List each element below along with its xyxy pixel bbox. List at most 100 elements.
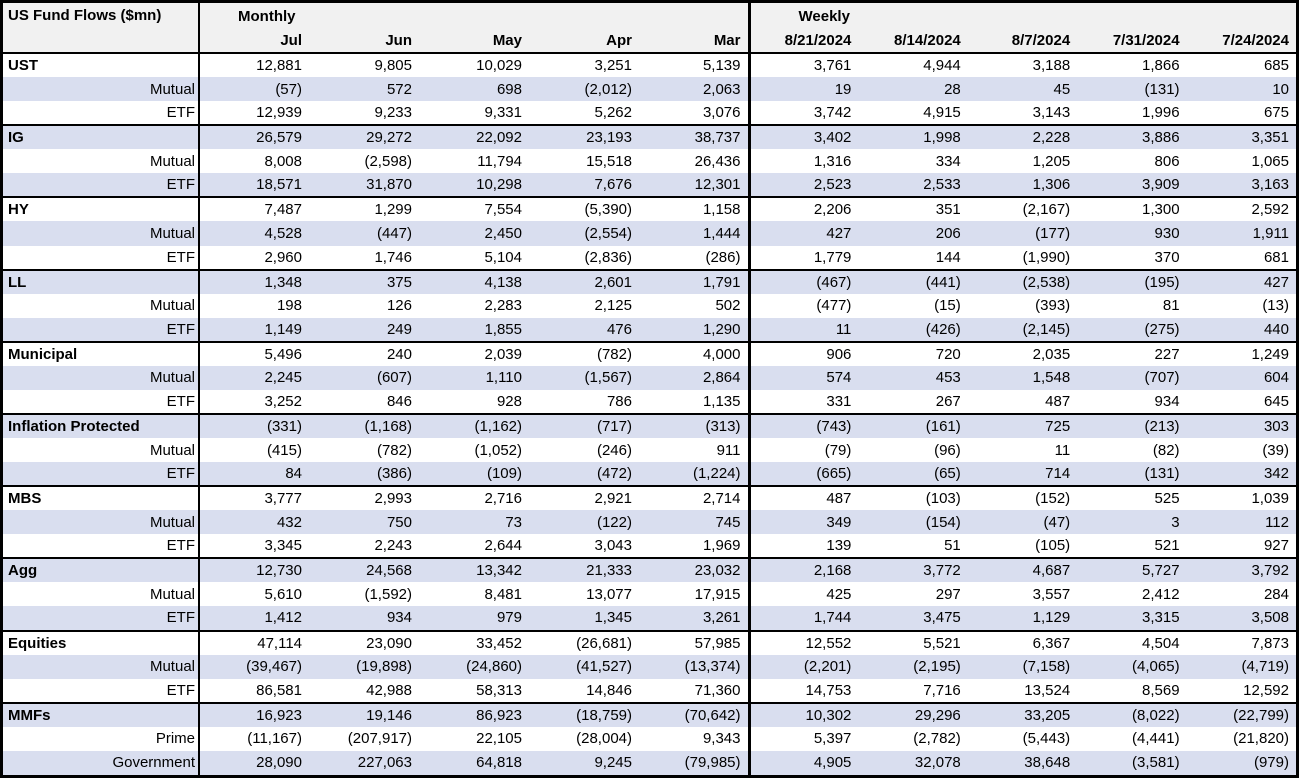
- cell-inflation-protected-inflation-protected-7-31-2024: (213): [1077, 412, 1187, 438]
- cell-agg-agg-mar: 23,032: [639, 557, 749, 583]
- cell-ll-ll-8-14-2024: (441): [858, 268, 968, 294]
- cell-ig-etf-jun: 31,870: [309, 173, 419, 198]
- table-row-mbs-etf: ETF 3,345 2,243 2,644 3,043 1,969 139 51 (105) 52…: [3, 534, 1296, 559]
- cell-mmfs-prime-7-31-2024: (4,441): [1132, 730, 1180, 748]
- cell-ig-mutual-apr: 15,518: [586, 152, 632, 170]
- cell-inflation-protected-mutual-8-7-2024: 11: [1054, 441, 1071, 459]
- cell-mmfs-government-apr: 9,245: [529, 750, 639, 775]
- cell-inflation-protected-inflation-protected-8-7-2024: 725: [967, 412, 1078, 438]
- cell-ig-mutual-may: 11,794: [477, 152, 522, 170]
- cell-ig-etf-7-24-2024: 3,163: [1186, 173, 1296, 198]
- cell-ust-ust-8-21-2024: 3,761: [747, 51, 859, 78]
- cell-ig-mutual-7-24-2024: 1,065: [1251, 152, 1289, 170]
- cell-agg-etf-7-24-2024: 3,508: [1186, 606, 1296, 631]
- table-row-ust-etf: ETF 12,939 9,233 9,331 5,262 3,076 3,742 4,915 3…: [3, 101, 1296, 126]
- cell-equities-etf-apr: 14,846: [586, 681, 632, 699]
- cell-municipal-etf-8-14-2024: 267: [935, 392, 961, 410]
- cell-agg-mutual-7-24-2024: 284: [1263, 585, 1289, 603]
- cell-ust-etf-jun: 9,233: [374, 104, 412, 122]
- cell-ll-etf-8-7-2024: (2,145): [967, 317, 1078, 342]
- cell-equities-equities-jul: 47,114: [199, 629, 309, 655]
- subcategory-label-ll-mutual: Mutual: [3, 293, 200, 318]
- cell-mmfs-prime-8-14-2024: (2,782): [913, 730, 961, 748]
- cell-municipal-municipal-may: 2,039: [419, 340, 529, 366]
- cell-ig-etf-8-21-2024: 2,523: [747, 173, 859, 198]
- cell-equities-equities-8-14-2024: 5,521: [858, 629, 968, 655]
- cell-inflation-protected-etf-7-24-2024: 342: [1186, 462, 1296, 487]
- table-row-mbs-mutual: Mutual 432 750 73 (122) 745 349 (154) (47) 3 112: [3, 510, 1296, 535]
- cell-ig-ig-mar: 38,737: [639, 124, 749, 150]
- subcategory-label-municipal-mutual: Mutual: [3, 365, 200, 390]
- cell-equities-etf-jun: 42,988: [366, 681, 412, 699]
- subcategory-label-ust-mutual: Mutual: [3, 77, 200, 102]
- cell-ust-etf-8-21-2024: 3,742: [747, 101, 859, 126]
- cell-municipal-etf-may: 928: [496, 392, 522, 410]
- section-header-row: US Fund Flows ($mn) Monthly Weekly: [3, 3, 1296, 53]
- cell-ust-etf-8-14-2024: 4,915: [923, 104, 961, 122]
- cell-mmfs-mmfs-8-14-2024: 29,296: [858, 701, 968, 727]
- category-label-mbs: MBS: [3, 485, 200, 511]
- cell-ig-ig-apr: 23,193: [529, 124, 639, 150]
- cell-equities-equities-7-31-2024: 4,504: [1077, 629, 1187, 655]
- cell-inflation-protected-mutual-8-14-2024: (96): [934, 441, 961, 459]
- cell-inflation-protected-inflation-protected-7-24-2024: 303: [1186, 412, 1296, 438]
- cell-municipal-mutual-7-31-2024: (707): [1077, 365, 1187, 390]
- cell-ig-ig-8-14-2024: 1,998: [858, 124, 968, 150]
- cell-ll-etf-7-24-2024: 440: [1186, 317, 1296, 342]
- column-header-7-31-2024: 7/31/2024: [1077, 29, 1187, 54]
- cell-inflation-protected-inflation-protected-apr: (717): [529, 412, 639, 438]
- table-row-equities: Equities 47,114 23,090 33,452 (26,681) 57,985…: [3, 629, 1296, 655]
- cell-ust-mutual-8-21-2024: 19: [747, 77, 859, 102]
- table-title: US Fund Flows ($mn): [3, 3, 200, 53]
- cell-mbs-mbs-jul: 3,777: [199, 485, 309, 511]
- cell-mmfs-mmfs-apr: (18,759): [529, 701, 639, 727]
- cell-ll-mutual-8-7-2024: (393): [1035, 297, 1071, 315]
- cell-municipal-municipal-7-24-2024: 1,249: [1186, 340, 1296, 366]
- subcategory-label-ig-etf: ETF: [3, 173, 200, 198]
- cell-mmfs-prime-8-21-2024: 5,397: [747, 726, 859, 751]
- cell-ig-etf-7-31-2024: 3,909: [1077, 173, 1187, 198]
- cell-equities-etf-7-31-2024: 8,569: [1142, 681, 1180, 699]
- cell-ll-ll-8-21-2024: (467): [747, 268, 859, 294]
- cell-mbs-mbs-mar: 2,714: [639, 485, 749, 511]
- cell-mmfs-mmfs-8-7-2024: 33,205: [967, 701, 1078, 727]
- cell-municipal-mutual-mar: 2,864: [639, 365, 749, 390]
- cell-mbs-etf-apr: 3,043: [594, 537, 632, 555]
- cell-inflation-protected-inflation-protected-jun: (1,168): [309, 412, 419, 438]
- subcategory-label-hy-etf: ETF: [3, 245, 200, 270]
- cell-inflation-protected-inflation-protected-jul: (331): [199, 412, 309, 438]
- cell-hy-etf-mar: (286): [705, 248, 741, 266]
- cell-equities-equities-mar: 57,985: [639, 629, 749, 655]
- cell-agg-agg-7-31-2024: 5,727: [1077, 557, 1187, 583]
- cell-ig-ig-7-31-2024: 3,886: [1077, 124, 1187, 150]
- cell-mbs-mutual-jul: 432: [199, 510, 309, 535]
- table-row-ust-mutual: Mutual (57) 572 698 (2,012) 2,063 19 28 45 (131) 1…: [3, 77, 1296, 102]
- cell-hy-etf-jul: 2,960: [264, 248, 302, 266]
- cell-mmfs-government-jun: 227,063: [309, 750, 419, 775]
- cell-agg-mutual-7-31-2024: 2,412: [1142, 585, 1180, 603]
- column-header-8-21-2024: 8/21/2024: [747, 29, 859, 54]
- cell-equities-etf-8-14-2024: 7,716: [923, 681, 961, 699]
- cell-mbs-mbs-8-21-2024: 487: [747, 485, 859, 511]
- cell-ust-mutual-apr: (2,012): [529, 77, 639, 102]
- table-row-mmfs-government: Government 28,090 227,063 64,818 9,245 (79,98…: [3, 750, 1296, 775]
- cell-hy-hy-jul: 7,487: [199, 196, 309, 222]
- cell-mbs-etf-8-14-2024: 51: [944, 537, 961, 555]
- category-label-agg: Agg: [3, 557, 200, 583]
- cell-ig-mutual-8-7-2024: 1,205: [1032, 152, 1071, 170]
- cell-municipal-mutual-8-21-2024: 574: [747, 365, 859, 390]
- cell-hy-etf-7-31-2024: 370: [1154, 248, 1180, 266]
- cell-inflation-protected-etf-8-14-2024: (65): [858, 462, 968, 487]
- cell-ig-etf-may: 10,298: [419, 173, 529, 198]
- cell-hy-mutual-jul: 4,528: [199, 221, 309, 246]
- cell-equities-mutual-jul: (39,467): [199, 654, 309, 679]
- cell-inflation-protected-mutual-mar: 911: [716, 441, 741, 459]
- cell-ust-mutual-may: 698: [419, 77, 529, 102]
- cell-mmfs-prime-apr: (28,004): [576, 730, 632, 748]
- cell-hy-mutual-jun: (447): [309, 221, 419, 246]
- table-row-hy-etf: ETF 2,960 1,746 5,104 (2,836) (286) 1,779 144 (1…: [3, 245, 1296, 270]
- cell-mmfs-government-7-24-2024: (979): [1186, 750, 1296, 775]
- cell-mbs-etf-jun: 2,243: [374, 537, 412, 555]
- cell-agg-etf-jul: 1,412: [199, 606, 309, 631]
- cell-hy-etf-8-21-2024: 1,779: [747, 245, 859, 270]
